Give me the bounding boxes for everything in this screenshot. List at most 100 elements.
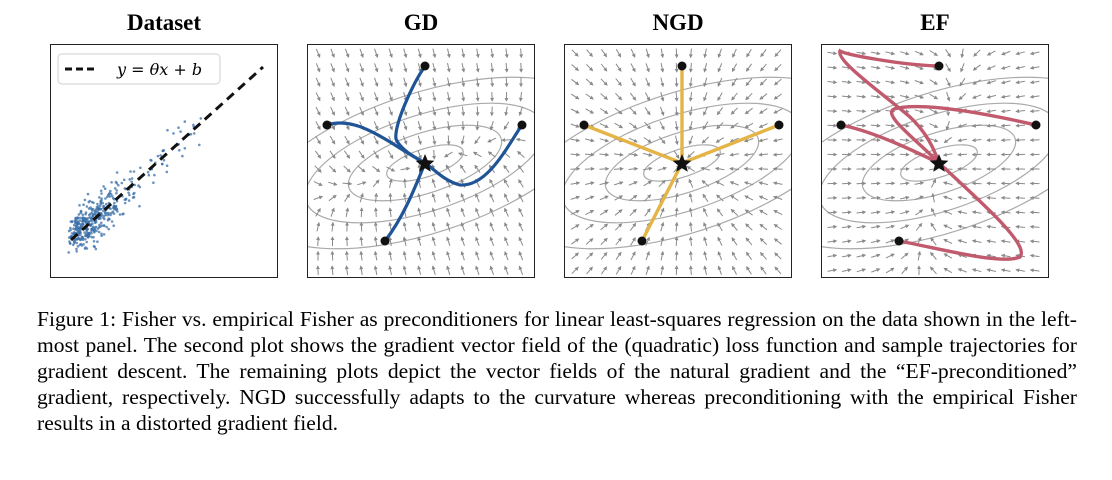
field-arrow: [900, 210, 910, 215]
field-arrow: [957, 224, 967, 229]
field-arrow: [344, 193, 350, 202]
field-arrow: [388, 48, 393, 59]
field-arrow: [613, 166, 624, 171]
scatter-point: [77, 227, 81, 230]
field-arrow: [432, 62, 437, 73]
field-arrow: [957, 123, 967, 128]
scatter-point: [94, 220, 98, 224]
field-arrow: [629, 92, 637, 101]
field-arrow: [660, 250, 665, 261]
field-arrow: [660, 92, 665, 102]
field-arrow: [871, 253, 881, 258]
gd-trajectories: [325, 64, 524, 243]
scatter-point: [110, 194, 114, 198]
field-arrow: [645, 265, 650, 275]
field-arrow: [971, 210, 982, 215]
field-arrow: [744, 209, 753, 216]
scatter-point: [183, 120, 187, 123]
loss-contours: [308, 76, 534, 250]
scatter-point: [110, 181, 113, 184]
field-arrow: [841, 268, 852, 273]
star-icon: [929, 154, 949, 172]
field-arrow: [645, 77, 650, 87]
field-arrow: [328, 181, 338, 186]
field-arrow: [628, 181, 638, 186]
field-arrow: [856, 224, 867, 229]
scatter-point: [104, 197, 107, 200]
field-arrow: [344, 250, 349, 261]
field-arrow: [688, 120, 693, 131]
field-arrow: [585, 209, 595, 216]
field-arrow: [703, 236, 708, 246]
field-arrow: [688, 221, 693, 232]
field-arrow: [870, 239, 881, 244]
scatter-point: [120, 181, 124, 185]
field-arrow: [489, 265, 494, 275]
field-arrow: [971, 224, 982, 229]
field-arrow: [475, 77, 480, 88]
field-arrow: [519, 48, 524, 59]
field-arrow: [674, 192, 679, 203]
field-arrow: [943, 210, 953, 215]
scatter-point: [128, 178, 131, 181]
scatter-point: [172, 132, 175, 135]
field-arrow: [957, 195, 967, 200]
field-arrow: [504, 222, 509, 232]
scatter-point: [81, 218, 85, 222]
scatter-point: [73, 221, 77, 224]
field-arrow: [357, 165, 366, 173]
field-arrow: [461, 77, 466, 88]
scatter-point: [80, 244, 84, 247]
scatter-point: [100, 221, 103, 225]
scatter-point: [78, 219, 82, 222]
field-arrow: [945, 49, 951, 58]
field-arrow: [745, 78, 753, 87]
field-arrow: [1015, 94, 1025, 99]
field-arrow: [460, 222, 465, 232]
field-arrow: [730, 107, 739, 115]
field-arrow: [388, 192, 393, 203]
field-arrow: [871, 65, 881, 70]
field-arrow: [444, 151, 453, 158]
field-arrow: [314, 165, 322, 173]
field-arrow: [461, 62, 466, 73]
field-arrow: [584, 152, 595, 157]
scatter-point: [100, 232, 103, 236]
field-arrow: [703, 62, 708, 73]
field-arrow: [701, 179, 710, 187]
field-arrow: [518, 236, 524, 246]
field-arrow: [460, 164, 466, 174]
field-arrow: [388, 178, 393, 189]
field-arrow: [870, 224, 881, 229]
field-arrow: [315, 207, 321, 217]
field-arrow: [943, 136, 952, 144]
field-arrow: [702, 121, 709, 130]
field-arrow: [760, 49, 767, 58]
scatter-point: [99, 204, 102, 207]
field-arrow: [345, 207, 350, 217]
scatter-point: [75, 238, 79, 241]
field-arrow: [688, 236, 693, 247]
field-arrow: [328, 165, 337, 173]
field-arrow: [1029, 210, 1040, 215]
scatter-point: [115, 207, 119, 211]
scatter-point: [132, 170, 136, 173]
field-arrow: [417, 265, 422, 275]
gd-panel: [307, 44, 535, 278]
field-arrow: [475, 236, 480, 246]
field-arrow: [943, 224, 953, 230]
scatter-point: [198, 143, 201, 147]
field-arrow: [643, 194, 652, 202]
field-arrow: [629, 107, 637, 115]
field-arrow: [400, 166, 411, 171]
field-arrow: [870, 195, 881, 200]
field-arrow: [758, 123, 768, 128]
field-arrow: [432, 91, 437, 102]
field-arrow: [599, 166, 610, 171]
scatter-point: [90, 227, 94, 231]
scatter-point: [122, 212, 125, 215]
scatter-point: [92, 201, 95, 205]
field-arrow: [856, 51, 867, 56]
field-arrow: [628, 137, 638, 143]
star-icon: [415, 154, 435, 172]
